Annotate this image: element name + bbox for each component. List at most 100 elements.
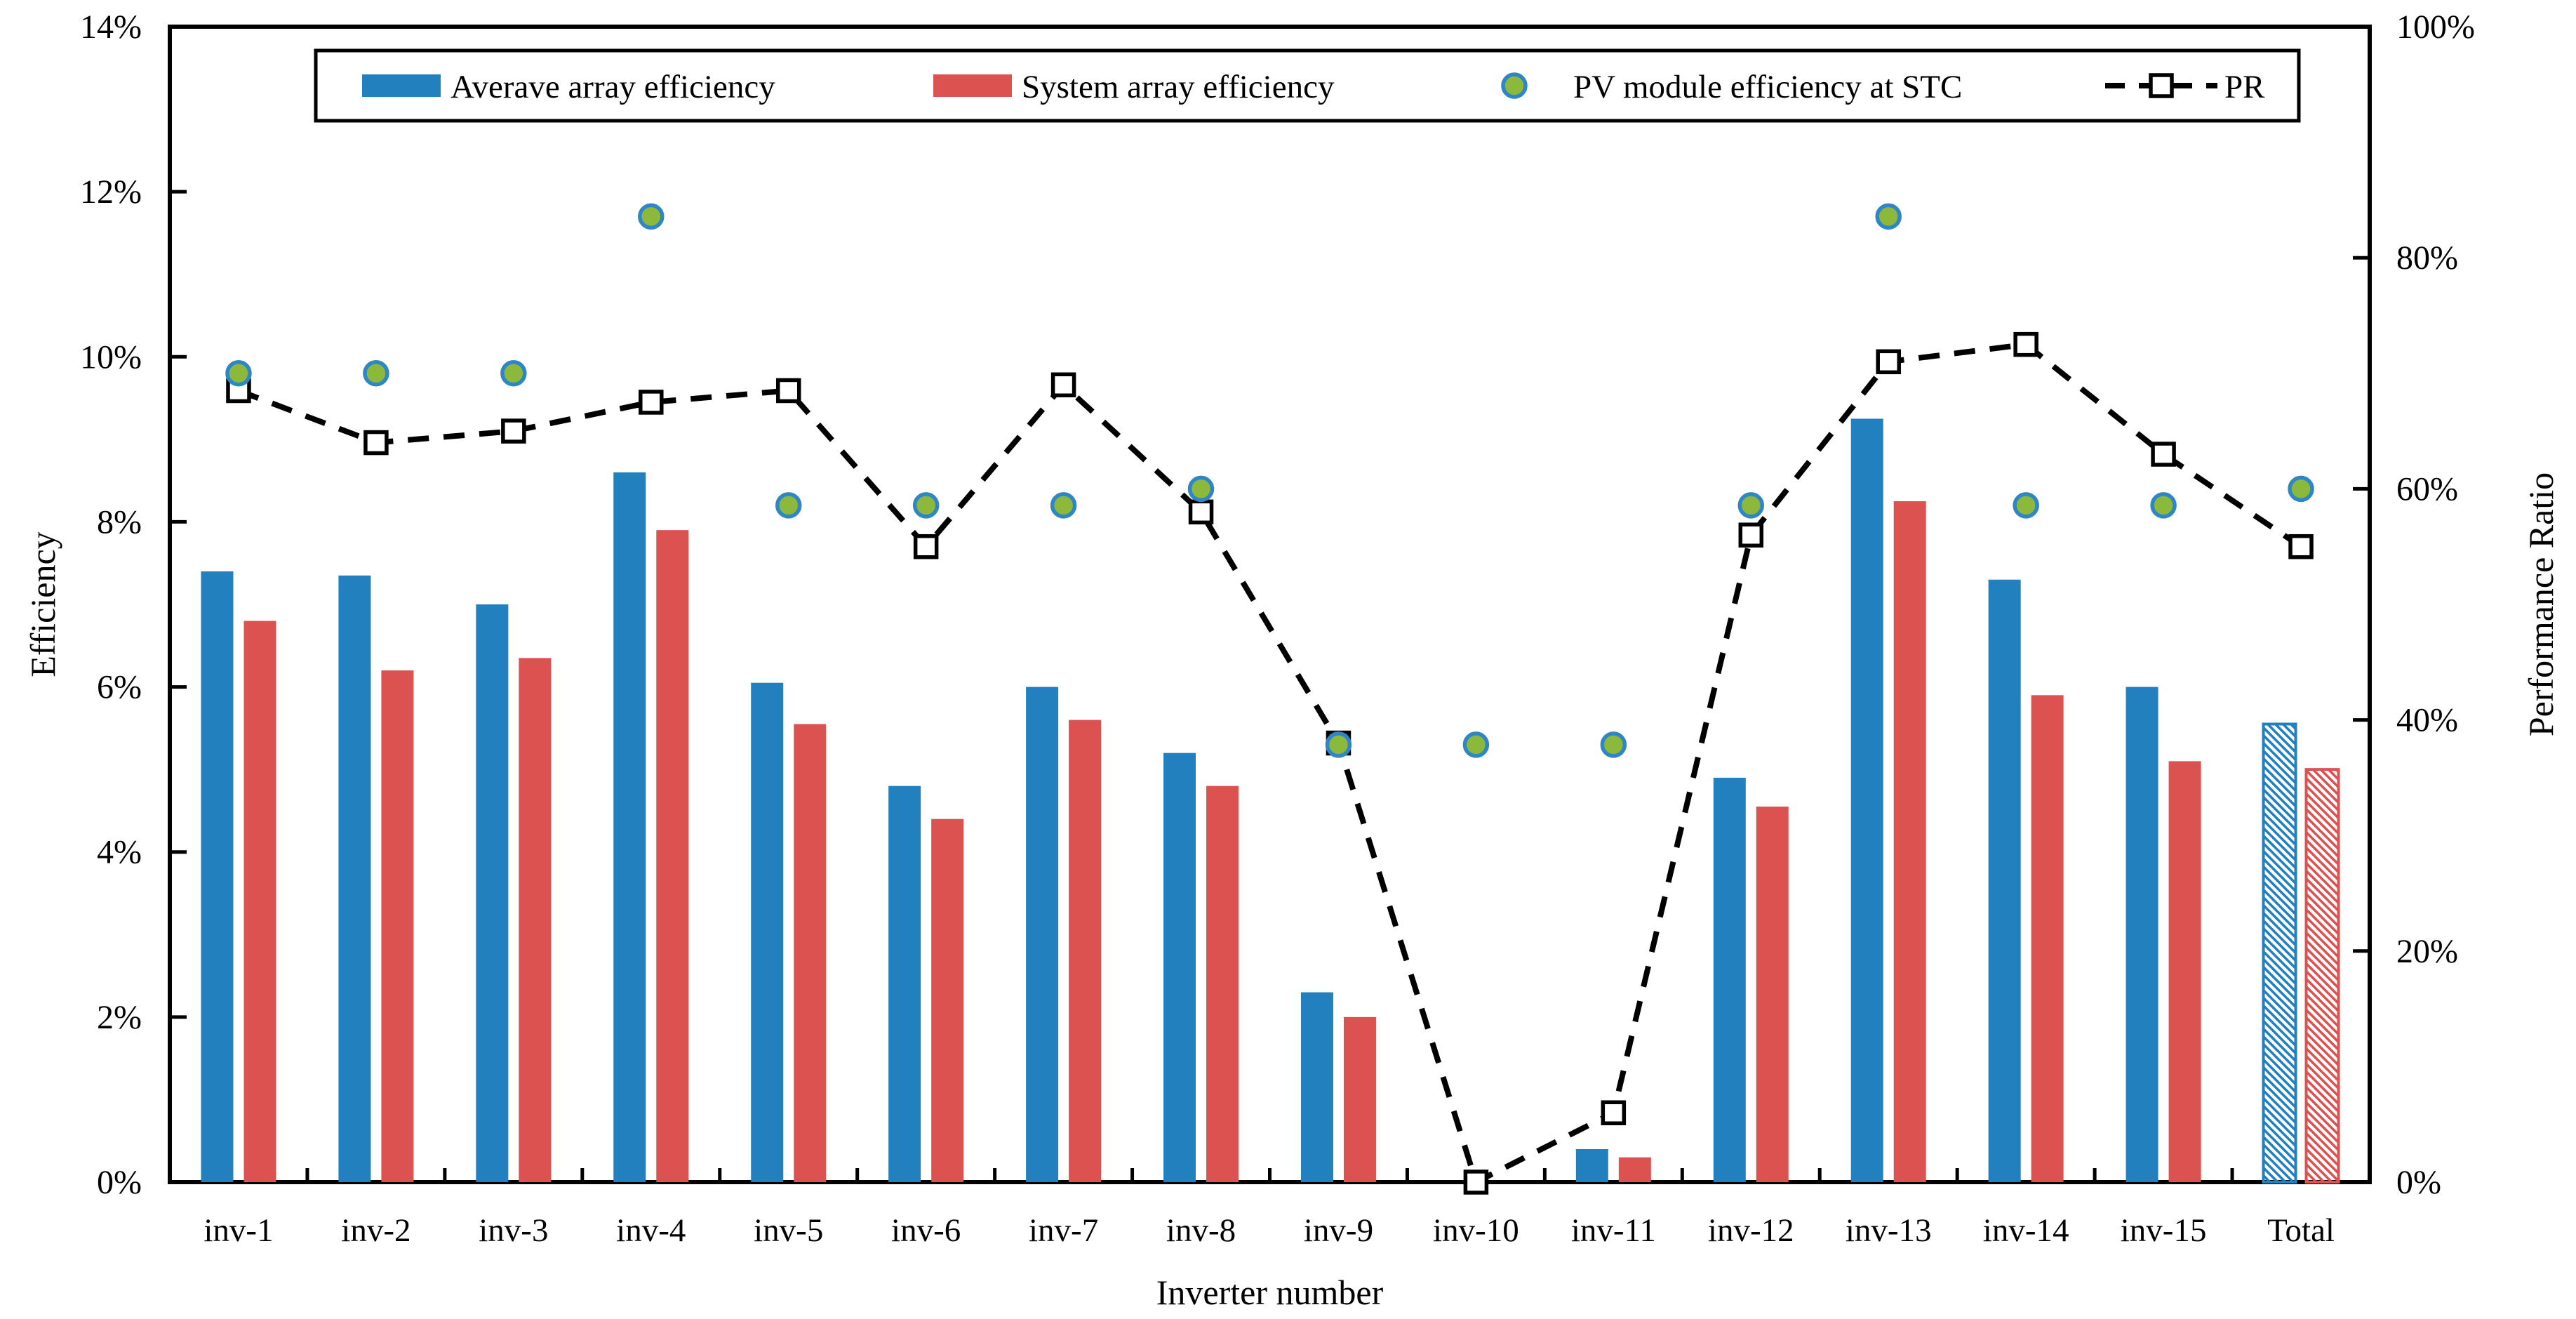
bar-system-array-efficiency-inv-3 (519, 658, 552, 1182)
bar-average-array-efficiency-inv-9 (1300, 992, 1333, 1182)
x-axis-category-label: Total (2267, 1212, 2335, 1249)
pv-module-dot-inv-7 (1050, 492, 1077, 519)
left-axis-tick-label: 6% (97, 669, 142, 706)
x-axis-category-label: inv-9 (1304, 1212, 1373, 1249)
bar-system-array-efficiency-inv-5 (794, 724, 827, 1182)
bar-system-array-efficiency-inv-1 (243, 621, 276, 1182)
pv-module-dot-inv-10 (1462, 731, 1490, 758)
legend-label-system-array-efficiency: System array efficiency (1022, 69, 1335, 105)
pv-module-dot-inv-14 (2013, 492, 2039, 519)
x-axis-category-label: inv-8 (1166, 1212, 1236, 1249)
bar-average-array-efficiency-inv-11 (1575, 1148, 1608, 1182)
pr-line-series (226, 331, 2314, 1195)
pr-marker-inv-6 (913, 533, 939, 559)
x-axis-category-label: inv-15 (2121, 1212, 2207, 1249)
x-axis-category-label: inv-13 (1846, 1212, 1932, 1249)
bar-average-array-efficiency-inv-3 (476, 604, 509, 1182)
pr-marker-inv-4 (639, 390, 664, 415)
pv-module-dot-Total (2288, 475, 2314, 503)
bar-average-array-efficiency-inv-12 (1713, 777, 1746, 1182)
pr-marker-inv-12 (1738, 522, 1764, 548)
x-axis-category-label: inv-11 (1571, 1212, 1656, 1249)
bar-average-array-efficiency-inv-6 (888, 786, 921, 1182)
left-axis-tick-label: 2% (97, 999, 142, 1036)
pr-marker-inv-7 (1050, 372, 1076, 398)
bar-average-array-efficiency-inv-8 (1163, 753, 1196, 1182)
x-axis-category-label: inv-3 (479, 1212, 548, 1249)
pr-marker-inv-13 (1876, 349, 1901, 375)
bar-system-array-efficiency-inv-11 (1618, 1157, 1651, 1182)
pr-marker-inv-5 (775, 378, 801, 404)
pr-line (237, 341, 2303, 1186)
pv-module-dot-inv-2 (363, 360, 389, 387)
pv-module-dot-inv-11 (1600, 731, 1627, 758)
pv-module-dot-inv-12 (1737, 492, 1765, 519)
left-axis-tick-label: 14% (80, 8, 142, 46)
pr-marker-inv-2 (363, 430, 389, 456)
right-axis-tick-label: 100% (2396, 8, 2475, 46)
bar-average-array-efficiency-inv-13 (1850, 418, 1883, 1182)
left-axis-tick-label: 4% (97, 834, 142, 871)
pv-module-dot-inv-4 (638, 203, 665, 230)
bar-system-array-efficiency-inv-2 (381, 670, 414, 1182)
pv-module-dot-inv-9 (1325, 731, 1352, 758)
left-axis-tick-label: 12% (80, 173, 142, 211)
x-axis-category-label: inv-2 (341, 1212, 411, 1249)
bar-average-array-efficiency-inv-4 (613, 472, 646, 1182)
right-axis-tick-label: 60% (2396, 470, 2458, 508)
right-axis-tick-label: 80% (2396, 239, 2458, 277)
bar-system-array-efficiency-inv-15 (2168, 761, 2201, 1182)
bars (201, 418, 2340, 1184)
x-axis: inv-1 inv-2 inv-3 inv-4 inv-5 inv-6 inv-7 inv-8… (168, 1168, 2372, 1249)
x-axis-title: Inverter number (1156, 1273, 1384, 1312)
pr-marker-inv-8 (1188, 499, 1214, 525)
pv-module-dot-inv-1 (225, 360, 252, 387)
x-axis-category-label: inv-14 (1983, 1212, 2069, 1249)
pr-marker-inv-11 (1601, 1100, 1627, 1125)
bar-average-array-efficiency-Total (2262, 722, 2297, 1184)
bar-average-array-efficiency-inv-2 (338, 575, 371, 1182)
pv-module-dot-inv-8 (1187, 475, 1215, 503)
right-axis: 0% 20% 40% 60% 80% 100% (2353, 8, 2475, 1201)
legend-label-pr: PR (2224, 69, 2265, 105)
pr-marker-inv-14 (2013, 331, 2038, 357)
pr-marker-inv-15 (2151, 442, 2176, 467)
bar-system-array-efficiency-inv-9 (1343, 1016, 1376, 1182)
legend: Averave array efficiency System array eff… (314, 48, 2301, 123)
legend-marker-pr-square (2149, 73, 2174, 98)
bar-average-array-efficiency-inv-7 (1026, 687, 1059, 1182)
pv-module-dots (225, 203, 2314, 758)
left-axis-tick-label: 0% (97, 1164, 142, 1201)
bar-average-array-efficiency-inv-5 (751, 682, 784, 1182)
right-axis-title: Performance Ratio (2521, 472, 2561, 736)
left-axis-tick-label: 10% (80, 338, 142, 376)
bar-system-array-efficiency-inv-4 (656, 530, 689, 1182)
x-axis-category-label: inv-1 (203, 1212, 273, 1249)
right-axis-tick-label: 40% (2396, 702, 2458, 739)
x-axis-category-label: inv-7 (1029, 1212, 1098, 1249)
x-axis-category-label: inv-10 (1433, 1212, 1519, 1249)
left-axis: 0% 2% 4% 6% 8% 10% 12% 14% (80, 8, 187, 1201)
pr-marker-inv-3 (501, 418, 526, 444)
pr-marker-Total (2288, 533, 2314, 559)
pv-module-dot-inv-15 (2150, 492, 2177, 519)
bar-system-array-efficiency-Total (2304, 768, 2340, 1184)
pv-module-dot-inv-13 (1875, 203, 1902, 230)
x-axis-category-label: inv-12 (1708, 1212, 1794, 1249)
pr-marker-inv-10 (1463, 1169, 1489, 1195)
bar-system-array-efficiency-inv-14 (2031, 695, 2064, 1182)
right-axis-tick-label: 0% (2396, 1164, 2441, 1201)
bar-average-array-efficiency-inv-14 (1988, 579, 2021, 1182)
bar-system-array-efficiency-inv-13 (1893, 501, 1926, 1182)
left-axis-title: Efficiency (23, 531, 62, 677)
bar-system-array-efficiency-inv-12 (1756, 807, 1789, 1182)
bar-average-array-efficiency-inv-1 (201, 571, 234, 1182)
axes: 0% 2% 4% 6% 8% 10% 12% 14% 0% 20% 40% 60% 80% 100% inv… (80, 8, 2475, 1249)
pv-module-dot-inv-3 (500, 360, 527, 387)
legend-box (314, 48, 2301, 123)
x-axis-category-label: inv-4 (616, 1212, 686, 1249)
pv-module-dot-inv-6 (912, 492, 940, 519)
left-axis-tick-label: 8% (97, 503, 142, 541)
legend-label-average-array-efficiency: Averave array efficiency (451, 69, 775, 105)
